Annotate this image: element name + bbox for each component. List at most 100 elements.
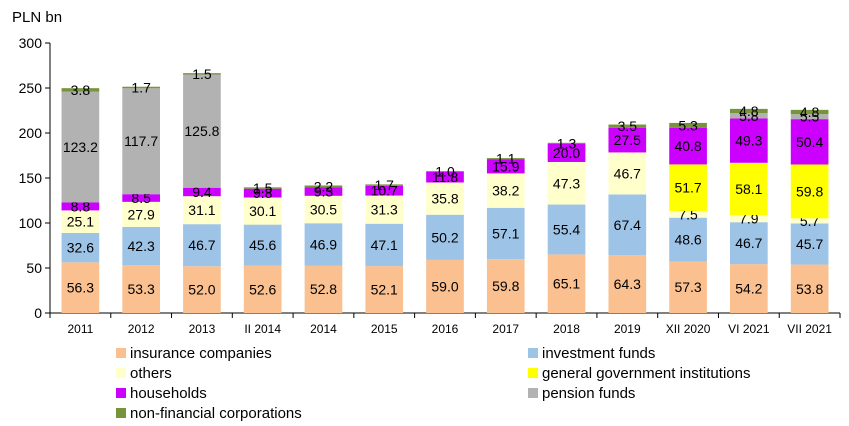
bar-segment xyxy=(486,158,525,160)
legend-swatch xyxy=(116,388,126,398)
data-label: 56.3 xyxy=(67,280,94,296)
data-label: 38.2 xyxy=(492,183,519,199)
x-tick-label: 2013 xyxy=(189,322,216,336)
data-label: 2.2 xyxy=(314,178,334,194)
bar-segment xyxy=(183,73,221,75)
data-label: 1.7 xyxy=(131,80,151,96)
data-label: 58.1 xyxy=(735,181,762,197)
bar-segment xyxy=(790,119,829,165)
legend-swatch xyxy=(116,408,126,418)
bar-segment xyxy=(790,114,829,120)
bar-segment xyxy=(183,266,221,313)
bar-segment xyxy=(61,262,100,313)
data-label: 64.3 xyxy=(614,276,641,292)
data-label: 25.1 xyxy=(67,214,94,230)
bar-segment xyxy=(486,207,525,260)
data-label: 15.9 xyxy=(492,158,519,174)
bar-segment xyxy=(122,194,160,202)
bar-segment xyxy=(243,188,282,198)
bar-segment xyxy=(608,255,647,313)
data-label: 59.8 xyxy=(796,183,823,199)
legend-label: others xyxy=(130,365,172,382)
legend-item: insurance companies xyxy=(116,345,272,362)
x-tick-label: VI 2021 xyxy=(728,322,770,336)
data-label: 46.9 xyxy=(310,236,337,252)
bar-segment xyxy=(122,265,160,313)
bar-stack: 59.0 50.2 35.8 11.81.0 xyxy=(426,163,464,313)
legend-label: households xyxy=(130,385,207,402)
bar-stack: 54.246.77.958.149.35.84.8 xyxy=(730,103,768,313)
data-label: 1.1 xyxy=(496,151,516,167)
y-tick-label: 200 xyxy=(19,125,43,141)
legend-label: insurance companies xyxy=(130,345,272,362)
legend-item: pension funds xyxy=(528,385,635,402)
data-label: 27.9 xyxy=(128,206,155,222)
bar-segment xyxy=(730,162,768,216)
y-tick-label: 0 xyxy=(34,305,42,321)
bar-stack: 52.1 47.1 31.3 10.71.7 xyxy=(365,177,404,313)
bar-segment xyxy=(547,143,586,162)
bar-stack: 64.3 67.4 46.7 27.53.5 xyxy=(608,118,647,313)
bar-segment xyxy=(426,170,464,172)
bar-segment xyxy=(365,223,404,267)
bar-segment xyxy=(790,218,829,224)
legend-label: investment funds xyxy=(542,345,655,362)
bar-segment xyxy=(61,210,100,233)
data-label: 32.6 xyxy=(67,240,94,256)
x-tick-label: 2018 xyxy=(553,322,580,336)
bar-segment xyxy=(365,195,404,224)
x-tick-label: VII 2021 xyxy=(787,322,832,336)
data-label: 1.5 xyxy=(253,180,273,196)
data-label: 125.8 xyxy=(184,123,219,139)
bar-segment xyxy=(243,265,282,313)
data-label: 46.7 xyxy=(188,237,215,253)
x-tick-label: 2012 xyxy=(128,322,155,336)
bar-segment xyxy=(608,152,647,195)
bar-segment xyxy=(608,124,647,128)
data-label: 1.7 xyxy=(374,177,394,193)
bar-segment xyxy=(426,259,464,313)
bar-segment xyxy=(426,171,464,183)
y-tick-label: 300 xyxy=(19,35,43,51)
data-label: 4.8 xyxy=(800,104,820,120)
bar-segment xyxy=(122,86,160,89)
bar-segment xyxy=(486,159,525,174)
bar-segment xyxy=(61,202,100,211)
data-label: 67.4 xyxy=(614,217,641,233)
data-label: 50.4 xyxy=(796,134,823,150)
bar-segment xyxy=(304,187,343,196)
bar-segment xyxy=(730,113,768,119)
bar-segment xyxy=(304,185,343,188)
bar-segment xyxy=(304,265,343,313)
bar-segment xyxy=(669,217,707,262)
legend-swatch xyxy=(528,368,538,378)
bar-segment xyxy=(183,224,221,267)
bar-segment xyxy=(183,196,221,225)
data-label: 53.8 xyxy=(796,281,823,297)
bar-segment xyxy=(365,184,404,186)
data-label: 57.1 xyxy=(492,225,519,241)
bar-segment xyxy=(426,182,464,215)
y-axis-unit-label: PLN bn xyxy=(12,9,62,26)
y-tick-label: 100 xyxy=(19,215,43,231)
bar-segment xyxy=(61,232,100,263)
x-tick-label: 2015 xyxy=(371,322,398,336)
bar-segment xyxy=(486,173,525,208)
bar-segment xyxy=(547,254,586,313)
data-label: 42.3 xyxy=(128,238,155,254)
data-label: 123.2 xyxy=(63,139,98,155)
bar-segment xyxy=(243,187,282,189)
bar-segment xyxy=(365,266,404,313)
legend-item: non-financial corporations xyxy=(116,405,302,422)
legend-swatch xyxy=(116,368,126,378)
data-label: 52.8 xyxy=(310,281,337,297)
data-label: 31.3 xyxy=(371,202,398,218)
data-label: 49.3 xyxy=(735,133,762,149)
bar-segment xyxy=(608,194,647,256)
bar-segment xyxy=(547,204,586,255)
bar-segment xyxy=(122,226,160,266)
data-label: 27.5 xyxy=(614,132,641,148)
bar-stack: 52.8 46.9 30.5 9.32.2 xyxy=(304,178,343,313)
data-label: 30.5 xyxy=(310,202,337,218)
